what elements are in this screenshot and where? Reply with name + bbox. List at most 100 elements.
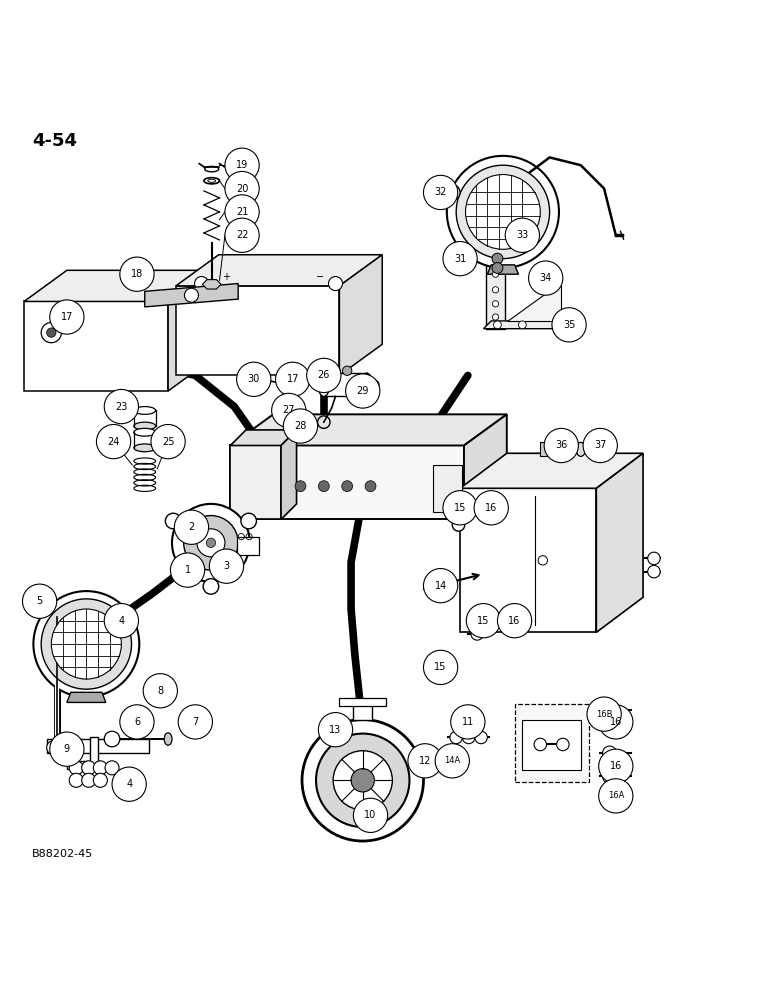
Circle shape (318, 481, 329, 492)
Circle shape (471, 628, 484, 640)
Text: 11: 11 (462, 717, 474, 727)
Circle shape (302, 720, 424, 841)
Text: 1: 1 (185, 565, 190, 575)
Circle shape (647, 565, 660, 578)
Text: 32: 32 (434, 187, 447, 197)
Circle shape (23, 584, 57, 618)
Circle shape (105, 389, 139, 424)
Circle shape (342, 481, 353, 492)
Circle shape (197, 529, 225, 557)
Circle shape (47, 328, 56, 337)
Circle shape (466, 604, 501, 638)
Text: 18: 18 (131, 269, 143, 279)
Bar (523, 720, 581, 770)
Text: 14A: 14A (444, 756, 460, 765)
Circle shape (365, 481, 376, 492)
Polygon shape (24, 301, 168, 391)
Text: 6: 6 (134, 717, 140, 727)
Text: −: − (316, 272, 324, 282)
Circle shape (295, 481, 306, 492)
Ellipse shape (561, 441, 573, 458)
Circle shape (492, 314, 498, 320)
Text: 26: 26 (317, 370, 330, 380)
Text: 20: 20 (236, 184, 248, 194)
Polygon shape (339, 255, 382, 375)
Ellipse shape (134, 422, 156, 430)
Circle shape (557, 738, 569, 751)
Circle shape (50, 732, 84, 766)
Bar (324, 373, 367, 396)
Text: 23: 23 (115, 402, 128, 412)
Bar (515, 704, 589, 782)
Text: 22: 22 (236, 230, 248, 240)
Circle shape (112, 767, 147, 801)
Text: 30: 30 (247, 374, 260, 384)
Ellipse shape (134, 407, 156, 414)
Circle shape (505, 218, 540, 252)
Text: 15: 15 (434, 662, 447, 672)
Circle shape (471, 616, 484, 628)
Circle shape (50, 300, 84, 334)
Circle shape (51, 609, 122, 679)
Text: 3: 3 (223, 561, 229, 571)
Text: 34: 34 (540, 273, 551, 283)
Polygon shape (507, 282, 562, 321)
Polygon shape (281, 430, 296, 519)
Circle shape (519, 321, 526, 329)
Circle shape (241, 513, 257, 529)
Ellipse shape (134, 444, 156, 452)
Circle shape (529, 261, 563, 295)
Circle shape (603, 769, 616, 783)
Circle shape (603, 703, 616, 717)
Text: 7: 7 (192, 717, 198, 727)
Bar (486, 231, 505, 329)
Circle shape (318, 713, 353, 747)
Circle shape (443, 491, 477, 525)
Polygon shape (460, 453, 643, 488)
Circle shape (494, 321, 502, 329)
Circle shape (271, 393, 306, 428)
Circle shape (351, 769, 374, 792)
Circle shape (105, 761, 119, 775)
Polygon shape (339, 698, 386, 706)
Polygon shape (464, 414, 507, 519)
Circle shape (492, 301, 498, 307)
Circle shape (34, 591, 140, 697)
Text: 33: 33 (516, 230, 529, 240)
Circle shape (105, 731, 120, 747)
Circle shape (328, 277, 342, 291)
Circle shape (353, 798, 388, 832)
Circle shape (534, 738, 547, 751)
Circle shape (165, 513, 181, 529)
Circle shape (82, 761, 96, 775)
Circle shape (307, 358, 341, 393)
Circle shape (435, 744, 470, 778)
Circle shape (82, 773, 96, 787)
Circle shape (331, 366, 340, 375)
Circle shape (225, 195, 259, 229)
Text: 16: 16 (610, 761, 622, 771)
Text: B88202-45: B88202-45 (32, 849, 93, 859)
Polygon shape (67, 692, 106, 702)
Text: 24: 24 (108, 437, 120, 447)
Polygon shape (353, 704, 372, 720)
Circle shape (447, 156, 559, 268)
Text: 21: 21 (236, 207, 248, 217)
Circle shape (275, 362, 310, 396)
Circle shape (463, 731, 475, 744)
Circle shape (209, 549, 243, 583)
Circle shape (603, 746, 616, 760)
Polygon shape (24, 270, 211, 301)
Polygon shape (176, 255, 382, 286)
Circle shape (475, 731, 488, 744)
Text: 19: 19 (236, 160, 248, 170)
Circle shape (443, 242, 477, 276)
Polygon shape (168, 270, 211, 391)
Polygon shape (145, 284, 238, 307)
Circle shape (120, 705, 154, 739)
Text: 28: 28 (294, 421, 307, 431)
Text: 16: 16 (485, 503, 498, 513)
Polygon shape (176, 286, 339, 375)
Circle shape (408, 744, 442, 778)
Ellipse shape (165, 733, 172, 745)
